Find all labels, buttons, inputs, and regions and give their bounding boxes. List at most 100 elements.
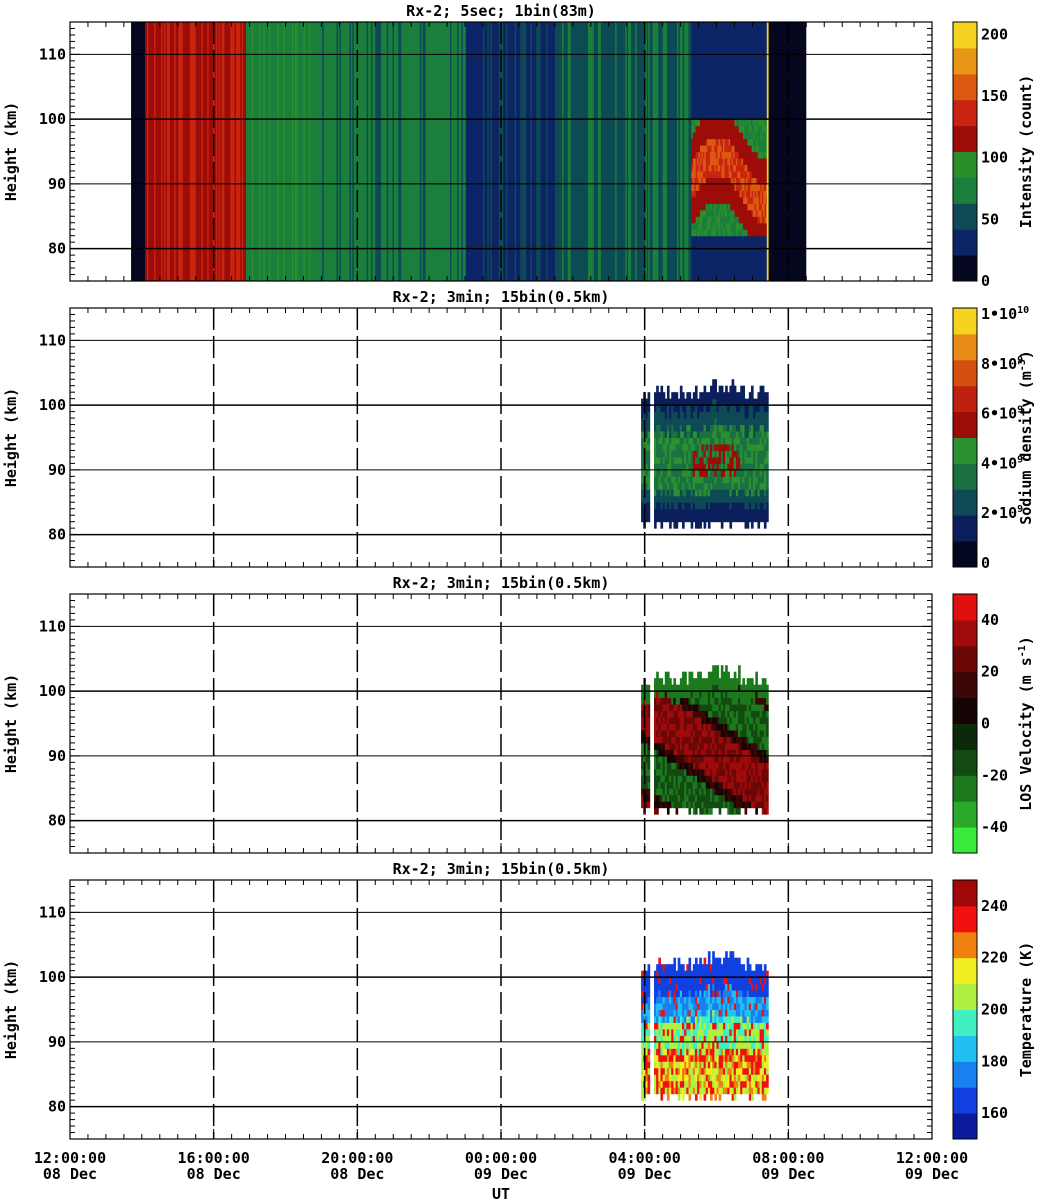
data-cell <box>662 788 666 796</box>
data-cell <box>744 242 747 250</box>
data-cell <box>733 86 736 94</box>
data-cell <box>746 443 750 451</box>
data-cell <box>641 437 644 445</box>
data-column <box>247 22 250 281</box>
data-cell <box>701 450 705 458</box>
data-cell <box>725 736 728 744</box>
data-cell <box>753 508 756 516</box>
data-column <box>425 22 428 281</box>
data-cell <box>725 47 728 55</box>
data-cell <box>744 431 748 438</box>
data-cell <box>705 405 709 413</box>
data-cell <box>684 697 687 705</box>
data-column <box>600 22 603 281</box>
data-cell <box>656 469 659 477</box>
data-cell <box>743 106 746 114</box>
data-cell <box>692 469 696 477</box>
data-cell <box>671 768 674 776</box>
data-cell <box>753 93 756 101</box>
data-cell <box>733 222 736 230</box>
data-cell <box>730 41 733 49</box>
data-cell <box>754 47 757 55</box>
data-cell <box>763 443 767 451</box>
data-column <box>369 22 372 281</box>
data-cell <box>699 196 703 204</box>
data-cell <box>705 34 708 43</box>
data-cell <box>745 151 748 159</box>
data-cell <box>645 775 649 783</box>
data-cell <box>716 476 720 484</box>
data-cell <box>738 222 741 230</box>
data-cell <box>711 99 714 107</box>
data-cell <box>766 424 769 432</box>
data-cell <box>703 749 707 757</box>
data-cell <box>725 755 728 763</box>
data-cell <box>707 151 710 159</box>
data-column <box>385 22 388 281</box>
data-cell <box>735 508 739 516</box>
data-cell <box>643 755 646 763</box>
data-cell <box>750 495 754 503</box>
data-cell <box>708 248 711 256</box>
data-cell <box>688 405 692 413</box>
data-cell <box>763 145 766 153</box>
data-column <box>391 22 394 281</box>
data-column <box>631 22 634 281</box>
data-cell <box>684 768 687 776</box>
data-cell <box>761 177 764 185</box>
data-cell <box>717 196 720 204</box>
data-cell <box>727 132 730 140</box>
data-column <box>654 22 657 281</box>
data-cell <box>705 54 708 62</box>
data-cell <box>697 729 700 737</box>
data-cell <box>654 775 657 783</box>
data-cell <box>701 704 705 712</box>
data-cell <box>748 54 751 62</box>
data-column <box>383 22 386 281</box>
data-cell <box>754 145 757 153</box>
data-column <box>268 22 272 281</box>
data-cell <box>750 60 753 68</box>
data-cell <box>718 736 722 744</box>
data-cell <box>701 717 705 724</box>
data-cell <box>748 411 752 419</box>
data-cell <box>702 132 705 140</box>
data-cell <box>738 209 741 217</box>
data-cell <box>757 521 761 529</box>
data-column <box>418 22 421 281</box>
data-cell <box>733 443 737 451</box>
data-cell <box>759 489 763 497</box>
data-cell <box>690 755 694 763</box>
data-cell <box>733 385 737 393</box>
data-cell <box>735 80 738 88</box>
data-column <box>294 22 297 281</box>
data-cell <box>717 67 720 75</box>
data-cell <box>735 405 739 413</box>
data-cell <box>669 463 672 471</box>
data-cell <box>656 801 659 809</box>
data-cell <box>730 222 733 230</box>
data-cell <box>744 157 747 166</box>
data-cell <box>712 665 715 673</box>
data-cell <box>699 515 702 523</box>
data-cell <box>757 41 760 49</box>
data-cell <box>707 392 711 400</box>
data-cell <box>728 170 731 178</box>
data-cell <box>722 80 726 88</box>
data-cell <box>731 268 734 276</box>
data-cell <box>738 463 741 471</box>
data-cell <box>757 34 760 43</box>
data-cell <box>690 794 694 802</box>
data-cell <box>755 508 758 516</box>
data-column <box>182 22 185 281</box>
data-cell <box>727 80 730 88</box>
data-cell <box>744 418 748 426</box>
data-cell <box>688 807 692 815</box>
data-cell <box>701 755 705 763</box>
data-cell <box>704 268 707 276</box>
data-cell <box>654 710 657 718</box>
data-column <box>465 22 468 281</box>
data-cell <box>654 684 657 692</box>
data-cell <box>743 170 746 178</box>
data-cell <box>692 691 696 699</box>
